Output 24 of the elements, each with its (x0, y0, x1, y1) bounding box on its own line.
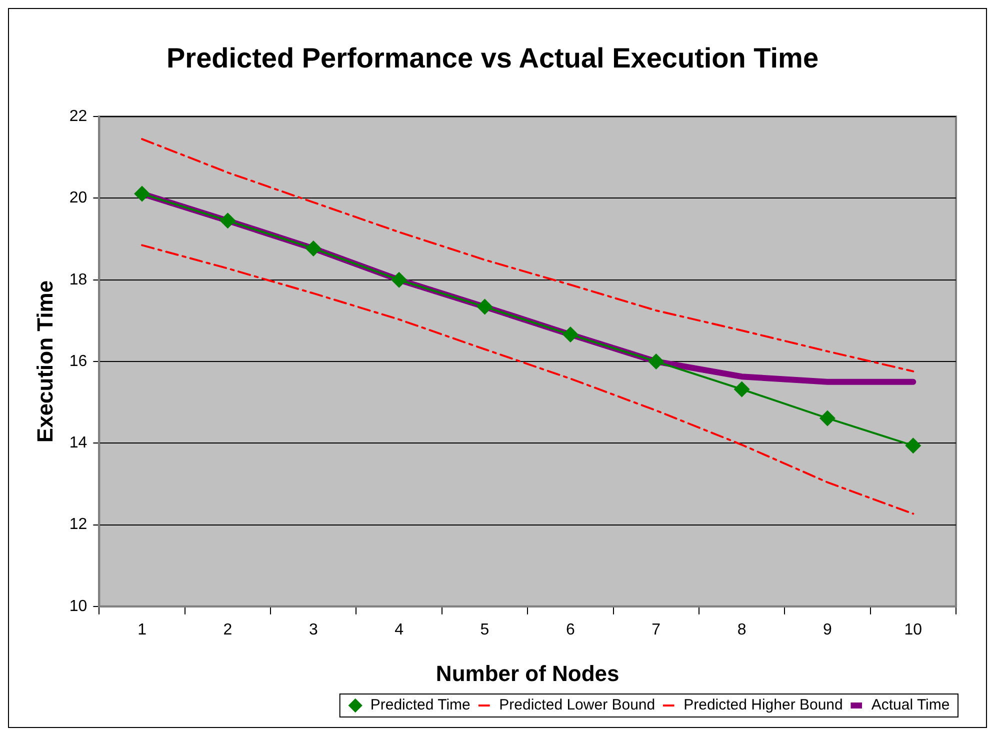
y-tick-label: 22 (69, 108, 88, 126)
y-tick-label: 18 (69, 271, 88, 288)
x-tick-label: 1 (138, 621, 147, 638)
legend-label: Predicted Time (370, 696, 470, 714)
x-tick-label: 7 (652, 621, 661, 638)
y-tick-label: 14 (69, 434, 88, 452)
legend-label: Actual Time (871, 696, 950, 714)
x-tick-label: 6 (566, 621, 575, 638)
legend-label: Predicted Higher Bound (684, 696, 843, 714)
x-tick-label: 10 (904, 621, 922, 638)
x-tick-label: 2 (223, 621, 232, 638)
y-tick-label: 12 (69, 516, 88, 534)
y-tick-label: 20 (69, 190, 88, 207)
x-axis-title: Number of Nodes (436, 660, 620, 686)
chart-title: Predicted Performance vs Actual Execution Time (166, 42, 819, 74)
x-tick-label: 3 (308, 621, 318, 638)
y-axis-title: Execution Time (32, 280, 58, 443)
x-tick-label: 4 (394, 621, 404, 638)
y-tick-label: 16 (69, 352, 88, 370)
legend-label: Predicted Lower Bound (499, 696, 656, 714)
y-tick-label: 10 (69, 598, 88, 615)
x-tick-label: 9 (823, 621, 832, 638)
x-tick-label: 8 (737, 621, 746, 638)
x-tick-label: 5 (480, 621, 490, 638)
